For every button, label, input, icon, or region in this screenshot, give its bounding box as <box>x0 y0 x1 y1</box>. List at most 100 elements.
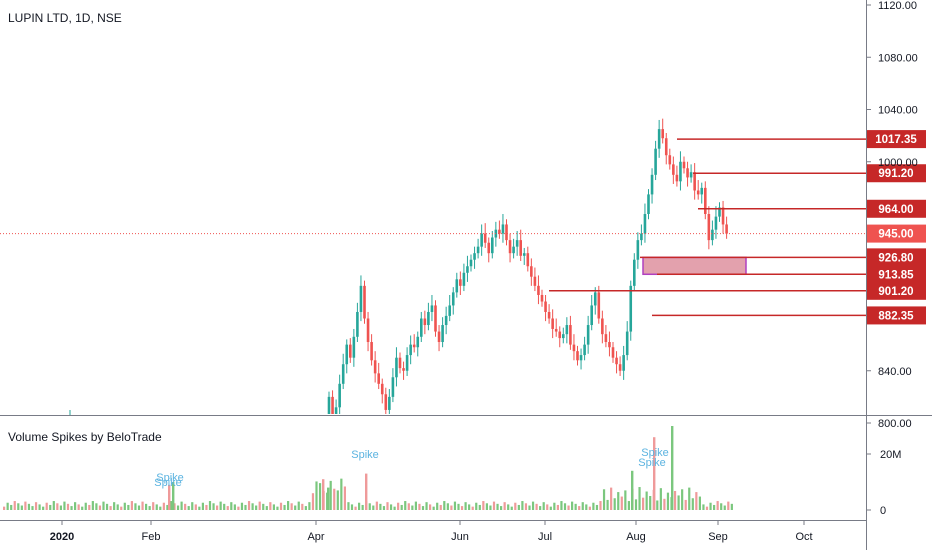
volume-bar <box>620 496 623 510</box>
price-tick-label: 1080.00 <box>878 52 918 64</box>
candle-up <box>327 396 331 414</box>
candle-up <box>501 224 505 234</box>
candle-up <box>480 233 483 247</box>
candle-up <box>593 292 597 306</box>
candle-up <box>427 311 430 326</box>
candle-up <box>341 364 345 384</box>
candle-down <box>366 318 370 343</box>
volume-spike-bar <box>653 437 656 510</box>
time-tick-label: Sep <box>708 531 728 543</box>
indicator-title: Volume Spikes by BeloTrade <box>8 430 162 444</box>
volume-bar <box>219 501 222 510</box>
volume-bar <box>599 501 602 510</box>
volume-bar <box>482 501 485 510</box>
level-badge <box>867 199 926 218</box>
volume-bar <box>627 501 630 510</box>
volume-bar <box>450 505 453 510</box>
candle-up <box>700 187 704 195</box>
volume-bar <box>226 506 229 510</box>
volume-bar <box>610 487 613 510</box>
volume-bar <box>31 506 34 510</box>
candle-down <box>682 161 686 169</box>
volume-bar <box>169 501 173 510</box>
candle-down <box>576 351 579 361</box>
candle-up <box>473 253 476 260</box>
volume-bar <box>606 499 609 510</box>
candle-up <box>405 355 409 371</box>
volume-bar <box>81 506 84 510</box>
candle-down <box>434 305 437 332</box>
volume-bar <box>517 504 520 510</box>
volume-bar <box>439 504 442 510</box>
volume-bar <box>63 501 66 510</box>
volume-bar <box>485 503 488 510</box>
volume-bar <box>208 501 212 510</box>
volume-bar <box>624 490 627 510</box>
volume-bar <box>10 504 13 510</box>
candle-up <box>515 240 519 247</box>
candle-up <box>391 377 395 397</box>
volume-bar <box>656 500 659 510</box>
volume-bar <box>66 503 70 510</box>
volume-bar <box>240 502 244 510</box>
candle-down <box>597 292 601 319</box>
volume-bar <box>315 481 318 510</box>
candle-down <box>554 328 558 332</box>
candle-down <box>505 224 508 241</box>
level-badge-label: 901.20 <box>878 286 913 298</box>
time-tick-label: Jun <box>451 531 469 543</box>
level-badge <box>867 281 926 300</box>
time-tick-label: Aug <box>626 531 646 543</box>
candle-down <box>331 396 334 414</box>
volume-bar <box>262 503 265 510</box>
volume-bar <box>233 504 236 510</box>
volume-bar <box>354 506 357 510</box>
volume-bar <box>311 493 315 510</box>
volume-bar <box>723 505 726 510</box>
volume-bar <box>524 503 528 510</box>
volume-bar <box>372 505 375 510</box>
volume-bar <box>184 503 187 510</box>
candle-down <box>537 285 540 295</box>
candle-down <box>675 174 679 182</box>
volume-bar <box>276 506 279 510</box>
volume-bar <box>468 504 471 510</box>
time-tick-label: Jul <box>538 531 552 543</box>
candle-up <box>476 246 480 254</box>
volume-bar <box>113 502 116 510</box>
volume-bar <box>436 502 439 510</box>
candle-up <box>654 148 657 175</box>
volume-bar <box>673 490 677 510</box>
volume-bar <box>212 503 215 510</box>
candle-down <box>487 242 491 254</box>
volume-bar <box>152 502 155 510</box>
candle-up <box>711 229 714 241</box>
volume-bar <box>272 504 275 510</box>
volume-bar <box>173 503 176 510</box>
candle-up <box>416 336 420 348</box>
volume-bar <box>3 506 6 510</box>
candle-down <box>572 344 576 352</box>
candle-up <box>590 305 593 326</box>
volume-bar <box>244 504 247 510</box>
volume-bar <box>176 505 180 510</box>
candle-down <box>380 383 384 395</box>
candle-down <box>672 164 675 175</box>
volume-bar <box>350 504 354 510</box>
price-axis: 1120.00 1080.00 1040.00 1000.00 840.00 800.00 <box>866 0 918 430</box>
volume-bar <box>358 502 361 510</box>
volume-bar <box>74 502 77 510</box>
spike-label: Spike <box>641 447 669 459</box>
volume-spike-bar <box>327 487 330 510</box>
volume-bar <box>304 506 307 510</box>
volume-bar <box>382 506 386 510</box>
volume-bar <box>17 503 20 510</box>
candle-series <box>69 118 728 415</box>
candle-down <box>608 342 611 348</box>
volume-bar <box>230 502 233 510</box>
candle-down <box>533 276 537 286</box>
volume-bar <box>162 502 165 510</box>
candle-down <box>686 168 689 178</box>
candle-up <box>679 161 682 182</box>
candle-up <box>455 279 459 293</box>
